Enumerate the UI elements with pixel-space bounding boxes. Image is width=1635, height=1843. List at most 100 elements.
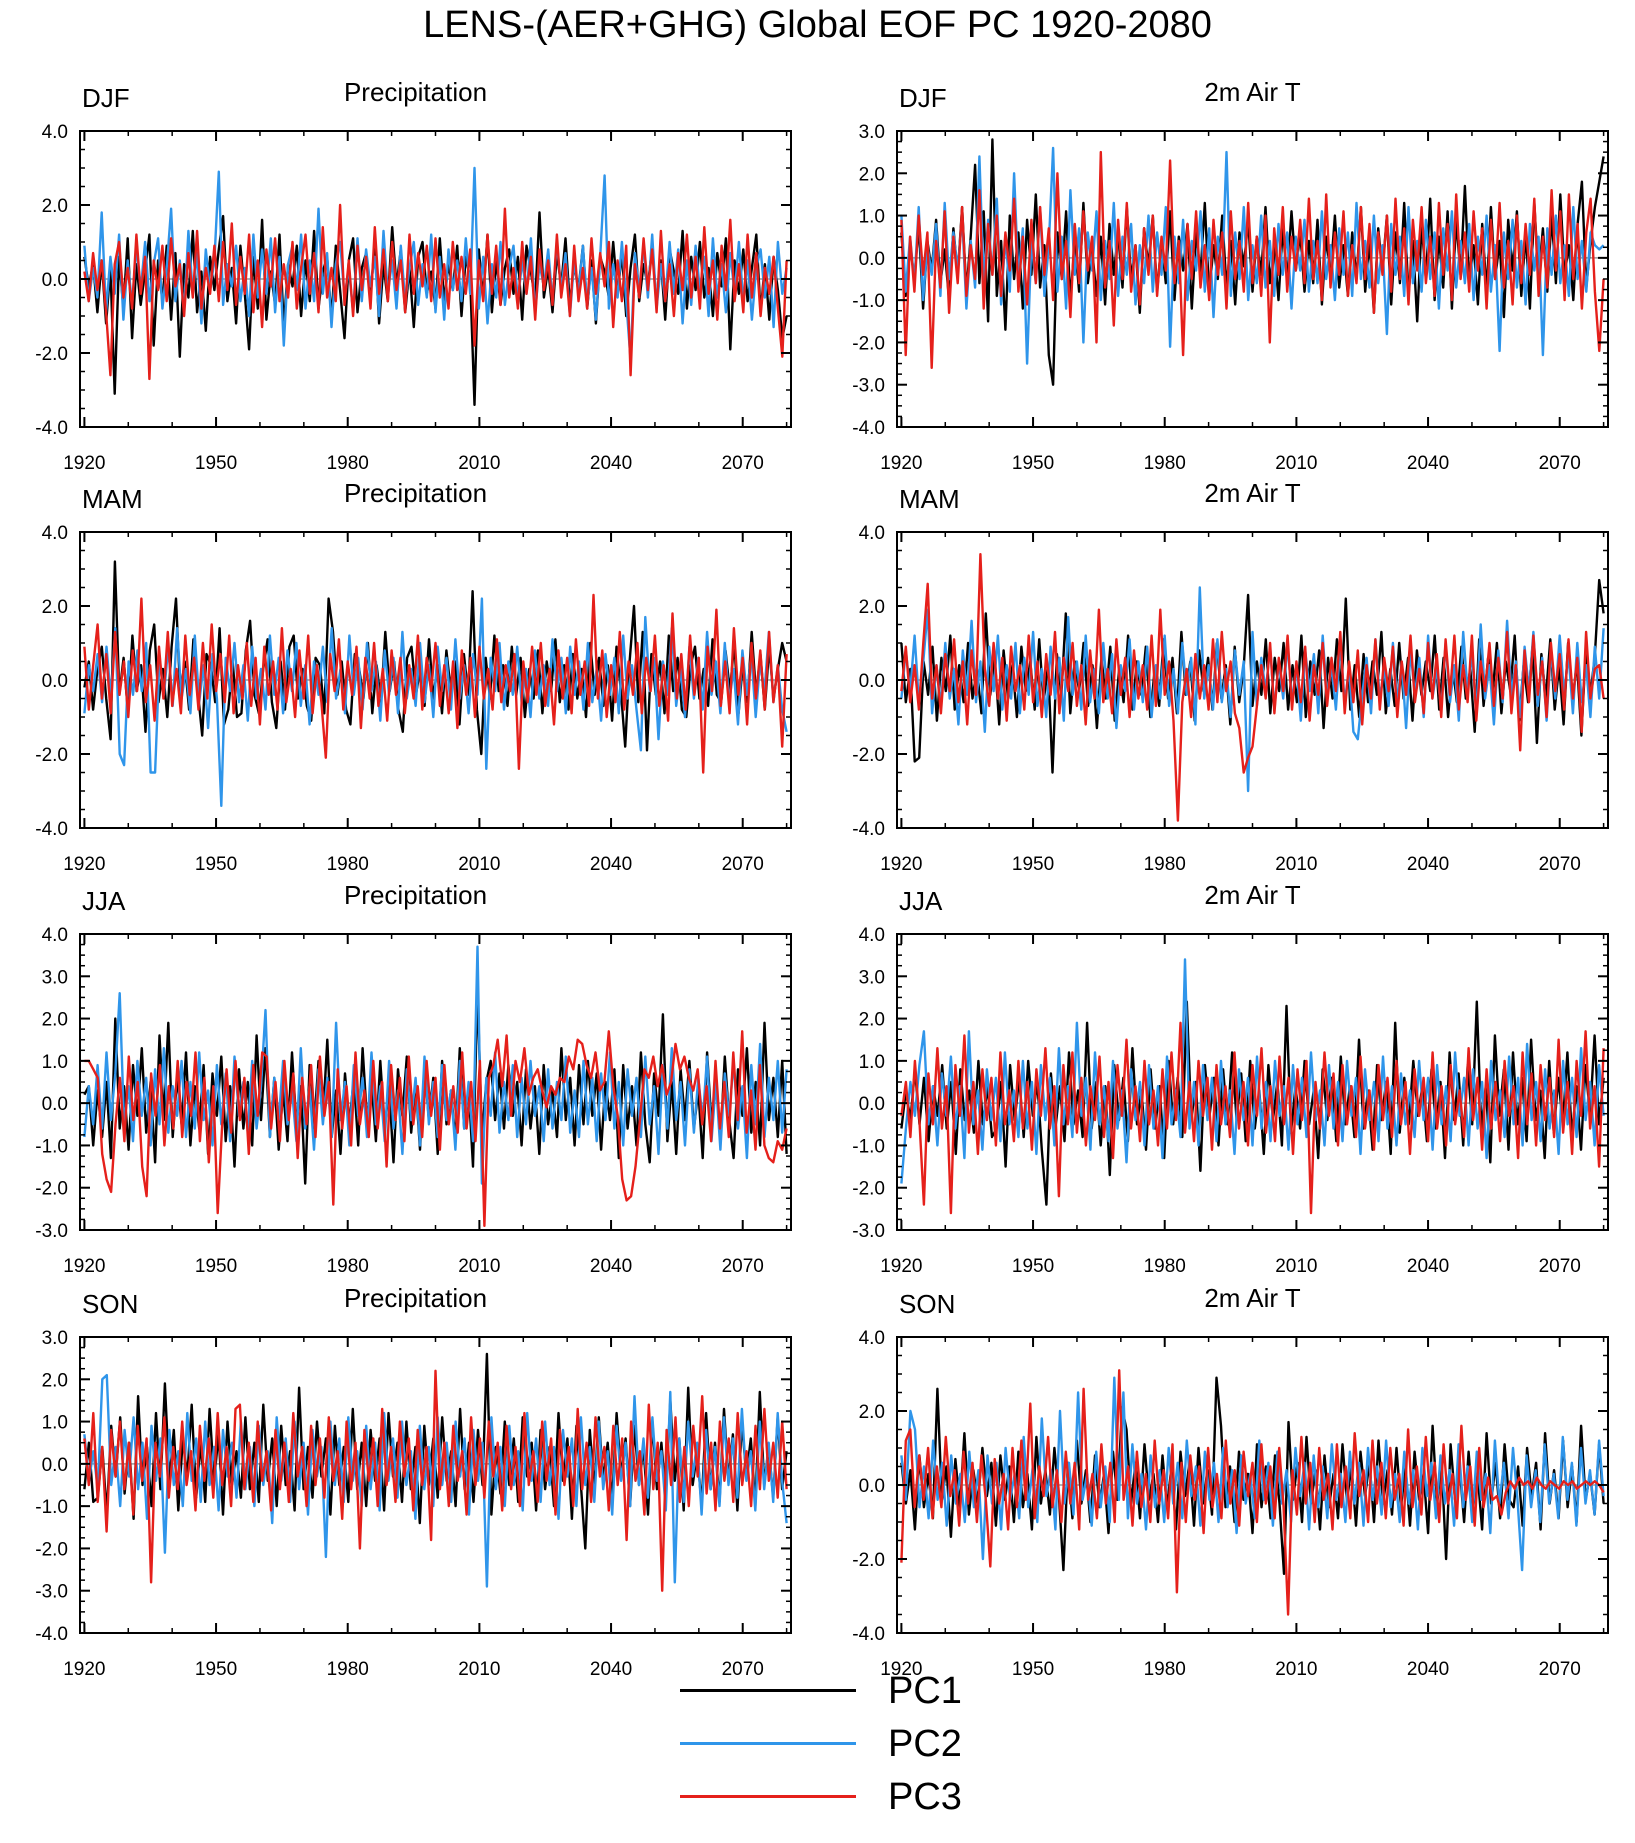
series-line-pc3 (900, 1021, 1605, 1215)
y-tick-label: 2.0 (42, 597, 68, 618)
x-tick-label: 2010 (458, 453, 500, 474)
x-tick-label: 2040 (1407, 453, 1449, 474)
panel-season-label: DJF (899, 83, 947, 113)
y-tick-label: 2.0 (42, 196, 68, 217)
x-tick-label: 2070 (722, 854, 764, 875)
y-tick-label: -3.0 (35, 1582, 68, 1603)
x-tick-label: 1980 (1144, 453, 1186, 474)
x-tick-label: 1920 (880, 1659, 922, 1680)
panel-title: Precipitation (344, 880, 487, 910)
x-tick-label: 2010 (458, 854, 500, 875)
panel-title: Precipitation (344, 478, 487, 508)
x-tick-label: 2070 (722, 1659, 764, 1680)
x-tick-label: 1950 (195, 453, 237, 474)
y-tick-label: -3.0 (35, 1221, 68, 1242)
x-tick-label: 2070 (722, 1256, 764, 1277)
x-tick-label: 2040 (590, 1659, 632, 1680)
series-line-pc2 (83, 166, 788, 362)
x-tick-label: 1920 (63, 453, 105, 474)
panel-son-precip: SON Precipitation -4.0 -3.0 -2.0 -1.0 0.0 1.0 2.… (35, 1283, 792, 1680)
x-tick-label: 2040 (1407, 1256, 1449, 1277)
y-tick-label: 3.0 (859, 967, 885, 988)
y-tick-label: -4.0 (35, 418, 68, 439)
x-tick-label: 1920 (880, 854, 922, 875)
y-tick-label: -1.0 (852, 291, 885, 312)
x-tick-label: 1950 (1012, 854, 1054, 875)
panel-season-label: SON (899, 1289, 955, 1319)
x-tick-label: 2010 (1275, 854, 1317, 875)
y-tick-label: -1.0 (35, 1136, 68, 1157)
x-tick-label: 1950 (195, 1659, 237, 1680)
x-tick-label: 2010 (1275, 453, 1317, 474)
x-tick-label: 2070 (1539, 1659, 1581, 1680)
panel-season-label: MAM (82, 484, 143, 514)
legend-item-pc3: PC3 (680, 1774, 1080, 1820)
x-tick-label: 1920 (63, 854, 105, 875)
y-tick-label: -4.0 (35, 1624, 68, 1645)
series-line-pc3 (83, 1369, 788, 1592)
series-line-pc3 (83, 203, 788, 381)
panel-season-label: DJF (82, 83, 130, 113)
legend-label-pc3: PC3 (888, 1776, 962, 1818)
y-tick-label: 4.0 (42, 523, 68, 544)
y-tick-label: 0.0 (859, 671, 885, 692)
panel-mam-airt: MAM 2m Air T -4.0 -2.0 0.0 2.0 4.0 1920 1950 1980… (852, 478, 1609, 875)
series-line-pc3 (900, 150, 1605, 369)
legend-swatch-pc1 (680, 1689, 856, 1692)
panel-title: 2m Air T (1204, 1283, 1300, 1313)
legend-swatch-pc2 (680, 1742, 856, 1745)
y-tick-label: 0.0 (42, 1455, 68, 1476)
series-line-pc1 (900, 1000, 1605, 1206)
y-tick-label: -2.0 (852, 1179, 885, 1200)
y-tick-label: -1.0 (35, 1497, 68, 1518)
figure-title: LENS-(AER+GHG) Global EOF PC 1920-2080 (423, 4, 1212, 46)
series-line-pc2 (83, 1373, 788, 1588)
x-tick-label: 2070 (1539, 1256, 1581, 1277)
x-tick-label: 2010 (458, 1659, 500, 1680)
y-tick-label: 0.0 (42, 671, 68, 692)
x-tick-label: 1920 (880, 453, 922, 474)
y-tick-label: 4.0 (859, 925, 885, 946)
x-tick-label: 1950 (1012, 1256, 1054, 1277)
x-tick-label: 1980 (1144, 1256, 1186, 1277)
y-tick-label: 2.0 (859, 597, 885, 618)
y-tick-label: -1.0 (852, 1136, 885, 1157)
panel-season-label: SON (82, 1289, 138, 1319)
y-tick-label: 0.0 (859, 1476, 885, 1497)
x-tick-label: 2070 (1539, 453, 1581, 474)
y-tick-label: 4.0 (42, 925, 68, 946)
y-tick-label: 1.0 (859, 207, 885, 228)
y-tick-label: 3.0 (859, 122, 885, 143)
panel-season-label: MAM (899, 484, 960, 514)
x-tick-label: 1980 (1144, 854, 1186, 875)
y-tick-label: -3.0 (852, 1221, 885, 1242)
panel-title: Precipitation (344, 1283, 487, 1313)
y-tick-label: -2.0 (35, 1179, 68, 1200)
x-tick-label: 1980 (327, 1659, 369, 1680)
y-tick-label: 1.0 (42, 1052, 68, 1073)
y-tick-label: -2.0 (852, 745, 885, 766)
x-tick-label: 1980 (327, 1256, 369, 1277)
y-tick-label: 4.0 (42, 122, 68, 143)
x-tick-label: 1920 (63, 1256, 105, 1277)
y-tick-label: -2.0 (852, 1550, 885, 1571)
x-tick-label: 2040 (1407, 1659, 1449, 1680)
x-tick-label: 2010 (1275, 1256, 1317, 1277)
y-tick-label: 2.0 (859, 164, 885, 185)
legend-label-pc1: PC1 (888, 1670, 962, 1712)
y-tick-label: 0.0 (42, 1094, 68, 1115)
legend-item-pc1: PC1 (680, 1668, 1080, 1714)
y-tick-label: 4.0 (859, 523, 885, 544)
y-tick-label: 3.0 (42, 967, 68, 988)
x-tick-label: 2040 (1407, 854, 1449, 875)
series-line-pc3 (900, 553, 1605, 822)
x-tick-label: 2070 (1539, 854, 1581, 875)
y-tick-label: 0.0 (42, 270, 68, 291)
panel-title: 2m Air T (1204, 77, 1300, 107)
y-tick-label: 0.0 (859, 1094, 885, 1115)
panel-djf-precip: DJF Precipitation -4.0 -2.0 0.0 2.0 4.0 1920 195… (35, 77, 792, 474)
y-tick-label: 4.0 (859, 1328, 885, 1349)
x-tick-label: 2040 (590, 453, 632, 474)
x-tick-label: 1980 (1144, 1659, 1186, 1680)
